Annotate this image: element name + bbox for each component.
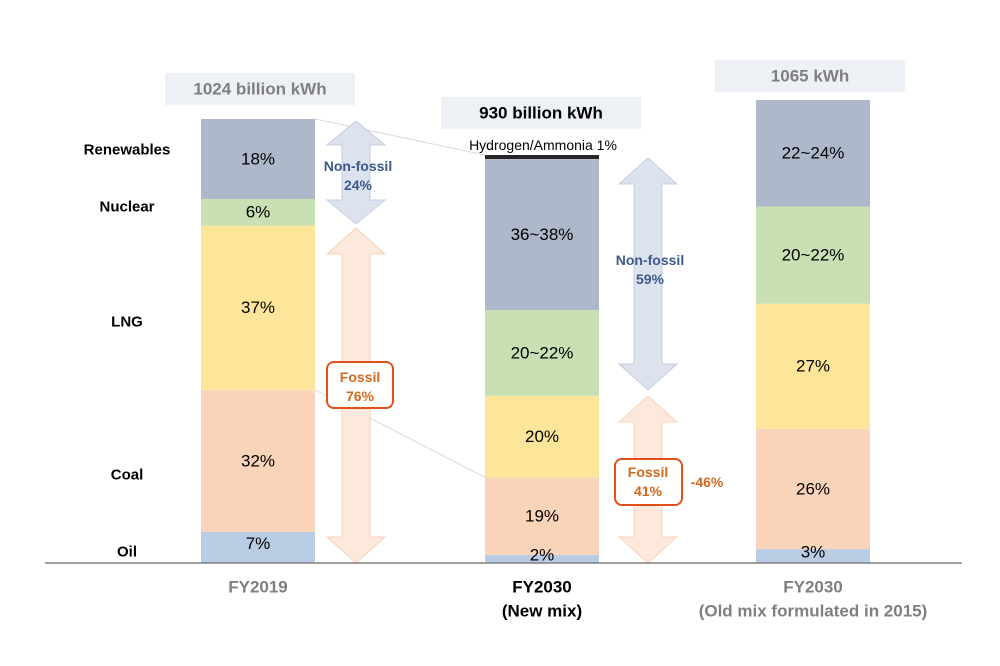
fossil-share: 76%: [346, 388, 375, 404]
total-label-box: [441, 97, 641, 129]
segment-value-label: 20~22%: [511, 343, 574, 362]
segment-value-label: 20%: [525, 427, 559, 446]
fossil-annotation: Fossil: [340, 369, 380, 385]
segment-value-label: 27%: [796, 357, 830, 376]
category-label-oil: Oil: [117, 544, 137, 561]
non-fossil-share: 59%: [636, 271, 665, 287]
total-generation-label: 1024 billion kWh: [193, 80, 326, 99]
non-fossil-annotation: Non-fossil: [324, 158, 392, 174]
segment-value-label: 26%: [796, 479, 830, 498]
x-axis-label: FY2030: [512, 578, 572, 597]
connector-line: [314, 118, 486, 156]
bar-segment-coal: [485, 477, 599, 555]
fossil-change-label: -46%: [691, 474, 724, 490]
bar-segment-coal: [756, 428, 870, 550]
total-label-box: [715, 60, 905, 92]
total-generation-label: 1065 kWh: [771, 67, 849, 86]
non-fossil-annotation: Non-fossil: [616, 252, 684, 268]
bar-segment-nuclear: [201, 198, 315, 226]
segment-value-label: 18%: [241, 149, 275, 168]
segment-value-label: 7%: [246, 534, 271, 553]
bar-segment-renewables: [756, 100, 870, 207]
segment-value-label: 19%: [525, 507, 559, 526]
bar-segment-oil: [201, 531, 315, 563]
fossil-share: 41%: [634, 483, 663, 499]
segment-value-label: 2%: [530, 545, 555, 564]
fossil-box-fy2019: [326, 361, 394, 409]
category-label-nuclear: Nuclear: [99, 199, 154, 216]
segment-value-label: 36~38%: [511, 225, 574, 244]
bar-segment-nuclear: [756, 206, 870, 304]
non-fossil-share: 24%: [344, 177, 373, 193]
bar-segment-renewables: [201, 119, 315, 199]
segment-value-label: 20~22%: [782, 246, 845, 265]
total-label-box: [165, 73, 355, 105]
bar-segment-lng: [756, 303, 870, 429]
hydrogen-ammonia-label: Hydrogen/Ammonia 1%: [469, 137, 617, 153]
segment-value-label: 6%: [246, 203, 271, 222]
x-axis-label: FY2030: [783, 578, 843, 597]
category-label-renewables: Renewables: [84, 142, 171, 159]
bar-segment-renewables: [485, 159, 599, 311]
x-axis-label: FY2019: [228, 578, 288, 597]
stacked-bars: [45, 100, 962, 564]
segment-value-label: 22~24%: [782, 144, 845, 163]
category-label-lng: LNG: [111, 314, 143, 331]
non-fossil-arrow-fy2019: [325, 120, 387, 225]
fossil-annotation: Fossil: [628, 464, 668, 480]
bar-segment-lng: [485, 395, 599, 478]
bar-segment-nuclear: [485, 310, 599, 396]
bar-segment-lng: [201, 225, 315, 390]
bar-segment-oil: [756, 549, 870, 563]
x-axis-label: (New mix): [502, 602, 582, 621]
bar-segment-coal: [201, 389, 315, 532]
total-generation-label: 930 billion kWh: [479, 104, 603, 123]
segment-value-label: 32%: [241, 451, 275, 470]
bar-segment-hydrogen-ammonia: [485, 155, 599, 159]
bar-segment-oil: [485, 554, 599, 563]
chart-labels: 7% 32% 37% 6% 18% 1024 billion kWh FY2019 2% 19%…: [84, 60, 928, 621]
category-label-coal: Coal: [111, 467, 144, 484]
fossil-box-fy2030: [614, 458, 683, 506]
segment-value-label: 3%: [801, 543, 826, 562]
non-fossil-arrow-fy2030: [617, 157, 679, 391]
x-axis-label: (Old mix formulated in 2015): [699, 602, 928, 621]
segment-value-label: 37%: [241, 298, 275, 317]
